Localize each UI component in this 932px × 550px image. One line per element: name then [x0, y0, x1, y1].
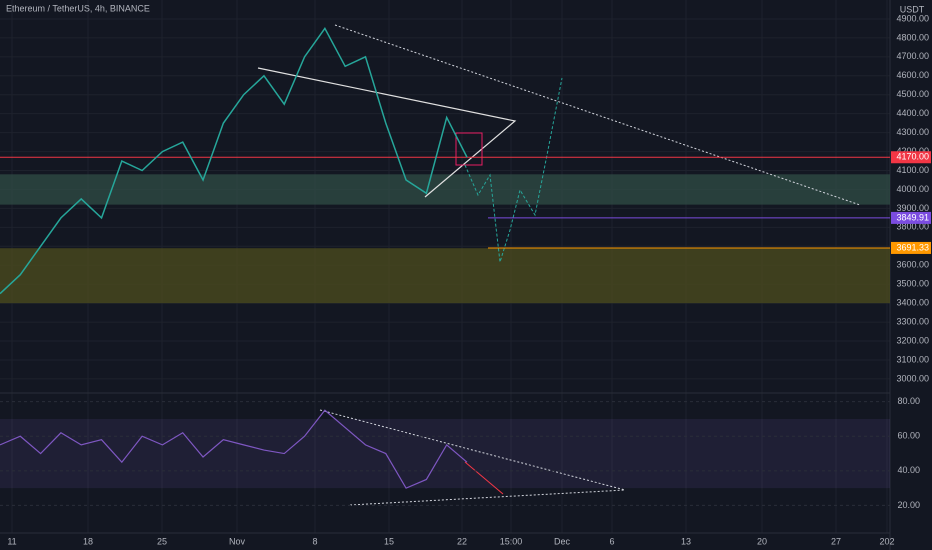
level-label-bg	[891, 151, 931, 164]
y-tick-label: 4800.00	[896, 32, 929, 42]
x-tick-label: 27	[831, 536, 841, 546]
y-tick-label: 3600.00	[896, 260, 929, 270]
level-label: 3691.33	[896, 242, 929, 252]
rsi-line	[0, 409, 468, 489]
y-tick-label: 3400.00	[896, 298, 929, 308]
y-tick-label: 3100.00	[896, 354, 929, 364]
y-tick-label: 4100.00	[896, 165, 929, 175]
y-tick-label: 4000.00	[896, 184, 929, 194]
trendline	[334, 24, 861, 206]
x-tick-label: 15:00	[500, 536, 523, 546]
x-tick-label: 8	[312, 536, 317, 546]
price-line	[0, 27, 468, 295]
box	[455, 132, 483, 166]
projection	[464, 77, 563, 263]
triangle	[257, 67, 517, 198]
y-tick-label: 3500.00	[896, 279, 929, 289]
y-tick-label: 3900.00	[896, 203, 929, 213]
x-tick-label: 15	[384, 536, 394, 546]
x-tick-label: 18	[83, 536, 93, 546]
x-tick-label: 25	[157, 536, 167, 546]
level-label-bg	[891, 241, 931, 254]
level-label-bg	[891, 211, 931, 224]
rsi-arrow	[464, 461, 504, 495]
zone	[0, 174, 890, 205]
y-tick-label: 3800.00	[896, 222, 929, 232]
x-tick-label: 202	[879, 536, 894, 546]
rsi-tick-label: 60.00	[897, 431, 920, 441]
x-tick-label: Dec	[554, 536, 571, 546]
y-unit: USDT	[900, 4, 925, 14]
x-tick-label: 13	[681, 536, 691, 546]
rsi-trendline	[319, 409, 626, 491]
level-label: 3849.91	[896, 212, 929, 222]
y-tick-label: 4900.00	[896, 13, 929, 23]
y-tick-label: 3200.00	[896, 335, 929, 345]
x-tick-label: 20	[757, 536, 767, 546]
y-tick-label: 4400.00	[896, 108, 929, 118]
y-tick-label: 4600.00	[896, 70, 929, 80]
zone	[0, 248, 890, 304]
x-tick-label: 6	[609, 536, 614, 546]
y-tick-label: 3000.00	[896, 373, 929, 383]
y-tick-label: 4700.00	[896, 51, 929, 61]
rsi-tick-label: 80.00	[897, 396, 920, 406]
x-tick-label: Nov	[229, 536, 246, 546]
x-tick-label: 11	[7, 536, 16, 546]
y-tick-label: 4500.00	[896, 89, 929, 99]
y-tick-label: 3300.00	[896, 316, 929, 326]
y-tick-label: 4200.00	[896, 146, 929, 156]
rsi-band	[0, 418, 890, 489]
rsi-tick-label: 20.00	[897, 500, 920, 510]
x-tick-label: 22	[457, 536, 467, 546]
level-label: 4170.00	[896, 152, 929, 162]
rsi-trendline	[349, 489, 626, 506]
y-tick-label: 4300.00	[896, 127, 929, 137]
rsi-tick-label: 40.00	[897, 465, 920, 475]
chart-title: Ethereum / TetherUS, 4h, BINANCE	[6, 3, 150, 13]
